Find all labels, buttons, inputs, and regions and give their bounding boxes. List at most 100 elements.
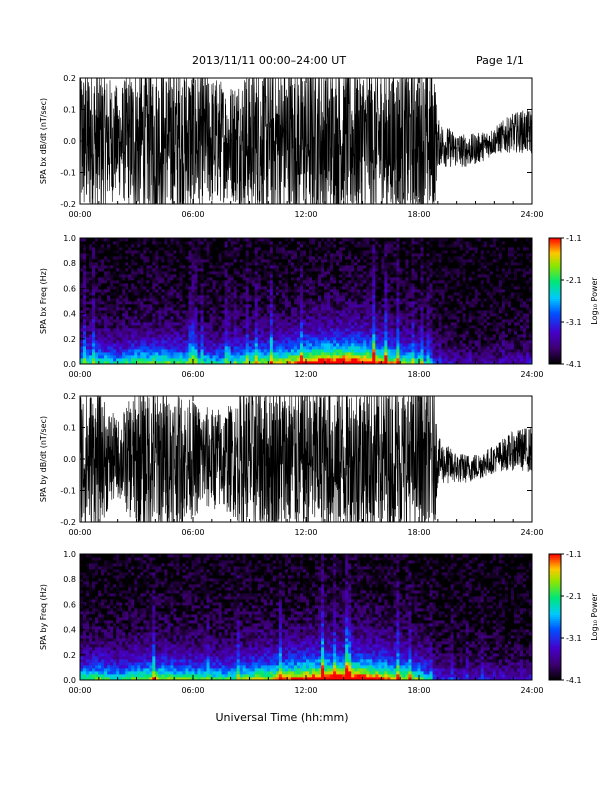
heatmap-cell (173, 298, 176, 301)
heatmap-cell (188, 316, 191, 319)
heatmap-cell (92, 313, 95, 316)
heatmap-cell (228, 340, 231, 343)
heatmap-cell (300, 256, 303, 259)
heatmap-cell (131, 274, 134, 277)
heatmap-cell (173, 340, 176, 343)
heatmap-cell (288, 328, 291, 331)
heatmap-cell (152, 292, 155, 295)
heatmap-cell (309, 334, 312, 337)
heatmap-cell (216, 292, 219, 295)
heatmap-cell (231, 283, 234, 286)
heatmap-cell (92, 328, 95, 331)
heatmap-cell (185, 328, 188, 331)
heatmap-cell (303, 265, 306, 268)
heatmap-cell (119, 322, 122, 325)
heatmap-cell (140, 289, 143, 292)
heatmap-cell (387, 352, 390, 355)
heatmap-cell (345, 307, 348, 310)
heatmap-cell (312, 334, 315, 337)
heatmap-cell (179, 352, 182, 355)
heatmap-cell (80, 259, 83, 262)
heatmap-cell (86, 289, 89, 292)
heatmap-cell (188, 289, 191, 292)
heatmap-cell (339, 286, 342, 289)
heatmap-cell (167, 256, 170, 259)
heatmap-cell (213, 298, 216, 301)
heatmap-cell (324, 301, 327, 304)
heatmap-cell (167, 244, 170, 247)
heatmap-cell (348, 247, 351, 250)
heatmap-cell (375, 358, 378, 361)
heatmap-cell (207, 343, 210, 346)
heatmap-cell (225, 316, 228, 319)
heatmap-cell (324, 316, 327, 319)
heatmap-cell (282, 250, 285, 253)
heatmap-cell (393, 343, 396, 346)
heatmap-cell (333, 265, 336, 268)
heatmap-cell (185, 253, 188, 256)
heatmap-cell (237, 334, 240, 337)
heatmap-cell (182, 253, 185, 256)
heatmap-cell (143, 262, 146, 265)
heatmap-cell (324, 268, 327, 271)
heatmap-cell (134, 343, 137, 346)
heatmap-cell (167, 241, 170, 244)
heatmap-cell (312, 328, 315, 331)
heatmap-cell (231, 340, 234, 343)
heatmap-cell (399, 355, 402, 358)
heatmap-cell (98, 271, 101, 274)
heatmap-cell (119, 253, 122, 256)
heatmap-cell (179, 259, 182, 262)
heatmap-cell (267, 301, 270, 304)
heatmap-cell (297, 277, 300, 280)
heatmap-cell (146, 280, 149, 283)
heatmap-cell (396, 319, 399, 322)
heatmap-cell (294, 310, 297, 313)
heatmap-cell (279, 313, 282, 316)
heatmap-cell (116, 277, 119, 280)
heatmap-cell (312, 325, 315, 328)
heatmap-cell (255, 295, 258, 298)
heatmap-cell (210, 247, 213, 250)
heatmap-cell (381, 340, 384, 343)
heatmap-cell (390, 286, 393, 289)
heatmap-cell (324, 256, 327, 259)
heatmap-cell (176, 352, 179, 355)
heatmap-cell (357, 247, 360, 250)
heatmap-cell (330, 355, 333, 358)
heatmap-cell (173, 244, 176, 247)
heatmap-cell (207, 322, 210, 325)
heatmap-cell (83, 349, 86, 352)
heatmap-cell (378, 352, 381, 355)
heatmap-cell (378, 253, 381, 256)
heatmap-cell (113, 304, 116, 307)
heatmap-cell (384, 337, 387, 340)
heatmap-cell (119, 271, 122, 274)
heatmap-cell (231, 280, 234, 283)
heatmap-cell (324, 355, 327, 358)
heatmap-cell (207, 301, 210, 304)
heatmap-cell (170, 340, 173, 343)
heatmap-cell (234, 325, 237, 328)
heatmap-cell (324, 292, 327, 295)
heatmap-cell (306, 334, 309, 337)
heatmap-cell (188, 286, 191, 289)
heatmap-cell (303, 256, 306, 259)
heatmap-cell (116, 310, 119, 313)
heatmap-cell (240, 295, 243, 298)
heatmap-cell (378, 268, 381, 271)
heatmap-cell (164, 238, 167, 241)
heatmap-cell (315, 280, 318, 283)
heatmap-cell (246, 310, 249, 313)
heatmap-cell (390, 352, 393, 355)
heatmap-cell (336, 334, 339, 337)
heatmap-cell (113, 253, 116, 256)
heatmap-cell (246, 283, 249, 286)
heatmap-cell (104, 343, 107, 346)
heatmap-cell (131, 331, 134, 334)
heatmap-cell (303, 277, 306, 280)
heatmap-cell (318, 289, 321, 292)
heatmap-cell (225, 241, 228, 244)
heatmap-cell (143, 259, 146, 262)
heatmap-cell (372, 265, 375, 268)
